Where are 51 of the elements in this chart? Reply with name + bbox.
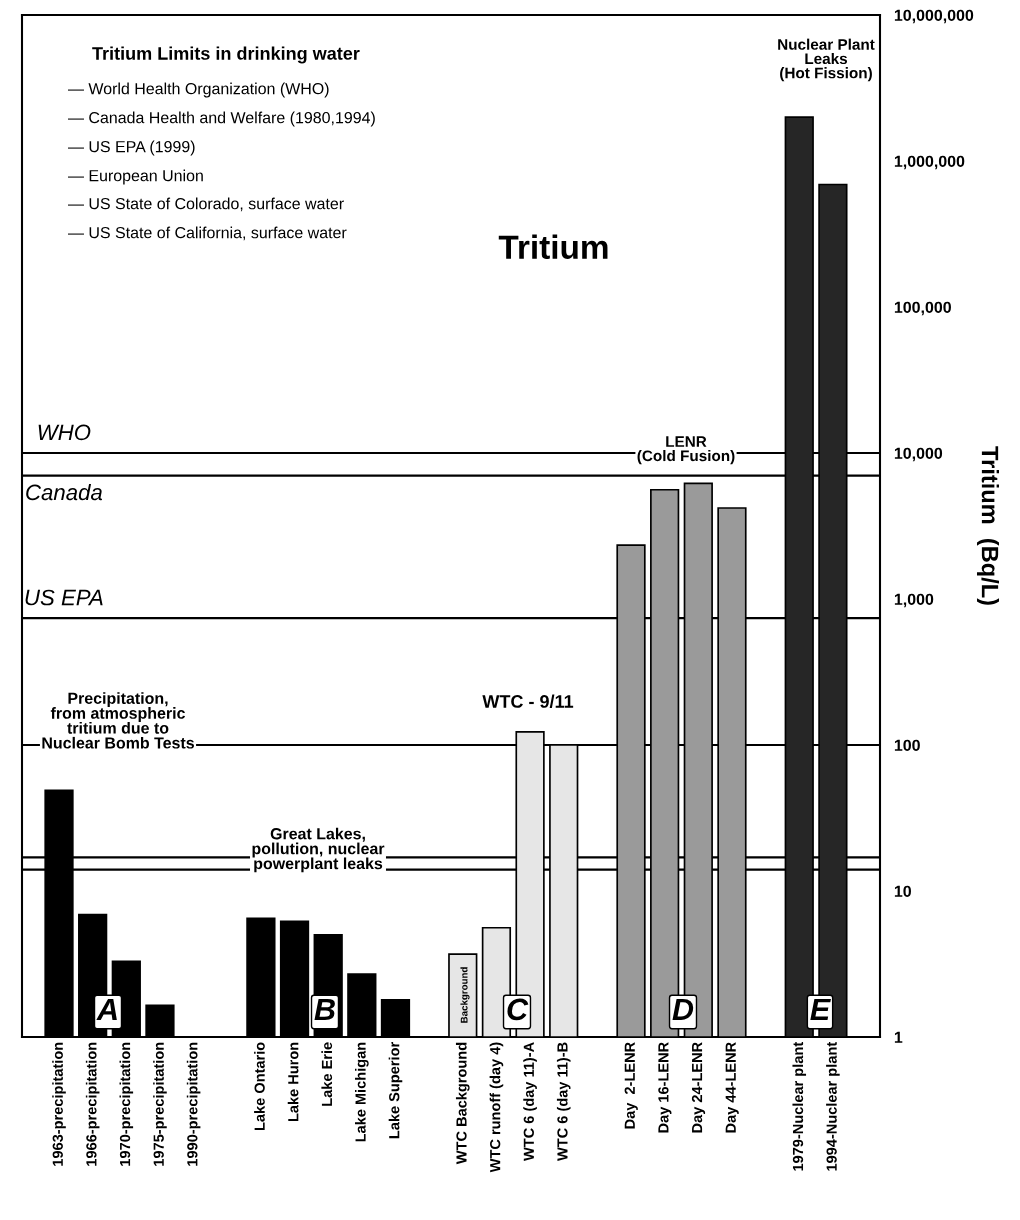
y-tick-label: 10,000,000 — [894, 9, 974, 24]
x-tick-label: Lake Huron — [287, 1042, 299, 1122]
x-tick-label: Day 44-LENR — [725, 1042, 739, 1133]
x-tick-label: Day 16-LENR — [658, 1042, 672, 1133]
x-tick-label: Lake Superior — [388, 1042, 403, 1139]
annotation: — World Health Organization (WHO) — [68, 82, 329, 98]
x-tick-label: 1979-Nuclear plant — [792, 1042, 807, 1171]
annotation: — Canada Health and Welfare (1980,1994) — [68, 111, 375, 127]
x-tick-label: 1966-precipitation — [85, 1042, 100, 1166]
ref-line-label: US EPA — [25, 589, 103, 606]
x-tick-label: WTC 6 (day 11)-B — [556, 1042, 571, 1161]
ref-line-label: Canada — [26, 483, 103, 501]
y-tick-label: 10,000 — [894, 447, 943, 462]
x-tick-label: 1970-precipitation — [119, 1042, 134, 1166]
annotation: B — [314, 998, 335, 1020]
y-tick-label: 1,000,000 — [894, 155, 965, 170]
annotation: — US EPA (1999) — [68, 140, 195, 156]
annotation: Nuclear Plant Leaks (Hot Fission) — [778, 38, 875, 82]
x-tick-label: 1975-precipitation — [153, 1042, 167, 1166]
annotation: Tritium Limits in drinking water — [92, 46, 360, 64]
annotation: C — [507, 998, 529, 1021]
x-tick-label: 1963-precipitation — [52, 1042, 66, 1166]
y-tick-label: 1,000 — [894, 593, 934, 608]
y-axis-title: Tritium (Bq/L) — [976, 446, 1000, 605]
x-tick-label: Lake Erie — [321, 1042, 333, 1106]
text: Tritium — [498, 234, 608, 260]
x-tick-label: 1990-precipitation — [186, 1042, 201, 1166]
y-tick-label: 100,000 — [894, 301, 951, 316]
annotation: Great Lakes, pollution, nuclear powerplant leaks — [252, 827, 385, 873]
y-tick-label: 100 — [894, 739, 920, 751]
annotation: Background — [460, 967, 470, 1023]
ref-line-label: WHO — [38, 424, 91, 441]
annotation: A — [96, 998, 117, 1020]
annotation: — European Union — [68, 169, 203, 185]
y-tick-label: 1 — [894, 1031, 903, 1043]
annotation: E — [810, 998, 831, 1020]
x-tick-label: WTC runoff (day 4) — [489, 1042, 504, 1173]
annotation: — US State of Colorado, surface water — [68, 197, 344, 212]
x-tick-label: 1994-Nuclear plant — [826, 1042, 840, 1171]
annotation: WTC - 9/11 — [482, 694, 574, 709]
annotation: LENR (Cold Fusion) — [637, 436, 735, 465]
annotation: D — [672, 998, 694, 1020]
x-tick-label: WTC 6 (day 11)-A — [523, 1042, 537, 1161]
x-tick-label: Lake Michigan — [355, 1042, 369, 1142]
x-tick-label: Day 2-LENR — [624, 1042, 638, 1129]
x-tick-label: Lake Ontario — [254, 1042, 265, 1131]
x-tick-label: WTC Background — [455, 1042, 470, 1165]
y-tick-label: 10 — [894, 885, 911, 897]
annotation: — US State of California, surface water — [68, 226, 347, 241]
x-tick-label: Day 24-LENR — [691, 1042, 706, 1133]
annotation: Precipitation, from atmospheric tritium due to Nuclear Bomb Tests — [42, 692, 194, 749]
